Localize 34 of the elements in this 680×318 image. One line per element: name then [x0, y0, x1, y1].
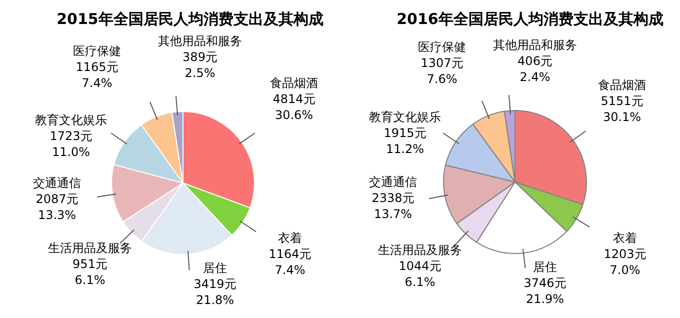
chart-title: 2015年全国居民人均消费支出及其构成: [56, 10, 324, 28]
slice-label: 医疗保健: [73, 44, 121, 58]
slice-label: 交通通信: [33, 176, 81, 190]
data-label: 1915元 11.2%: [384, 126, 426, 156]
data-label: 2087元 13.3%: [36, 192, 78, 222]
slice-label: 教育文化娱乐: [35, 113, 107, 128]
slice-label: 教育文化娱乐: [369, 110, 441, 124]
data-label: 3419元 21.8%: [194, 277, 236, 308]
slice-label: 医疗保健: [418, 40, 466, 54]
data-label: 1203元 7.0%: [604, 247, 646, 278]
slice-label: 食品烟酒: [598, 78, 646, 92]
data-label: 389元 2.5%: [182, 50, 218, 80]
data-label: 4814元 30.6%: [272, 92, 316, 122]
slice-label: 交通通信: [369, 175, 417, 190]
data-label: 5151元 30.1%: [600, 94, 644, 124]
chart-title: 2016年全国居民人均消费支出及其构成: [396, 10, 664, 28]
slice-label: 生活用品及服务: [48, 241, 132, 256]
data-label: 1165元 7.4%: [76, 60, 118, 90]
slice-label: 衣着: [278, 231, 302, 246]
data-label: 1164元 7.4%: [268, 247, 312, 278]
data-label: 1723元 11.0%: [50, 129, 92, 160]
data-label: 3746元 21.9%: [524, 276, 566, 306]
slice-label: 其他用品和服务: [493, 38, 577, 52]
slice-label: 其他用品和服务: [158, 34, 242, 48]
data-label: 951元 6.1%: [72, 257, 108, 288]
slice-label: 衣着: [613, 231, 637, 246]
data-label: 1307元 7.6%: [420, 56, 464, 86]
slice-label: 居住: [533, 260, 557, 274]
slice-label: 生活用品及服务: [378, 243, 462, 258]
data-label: 406元 2.4%: [518, 54, 552, 84]
data-label: 1044元 6.1%: [398, 259, 442, 290]
data-label: 2338元 13.7%: [372, 191, 414, 222]
slice-label: 居住: [203, 261, 227, 276]
slice-label: 食品烟酒: [270, 76, 318, 90]
